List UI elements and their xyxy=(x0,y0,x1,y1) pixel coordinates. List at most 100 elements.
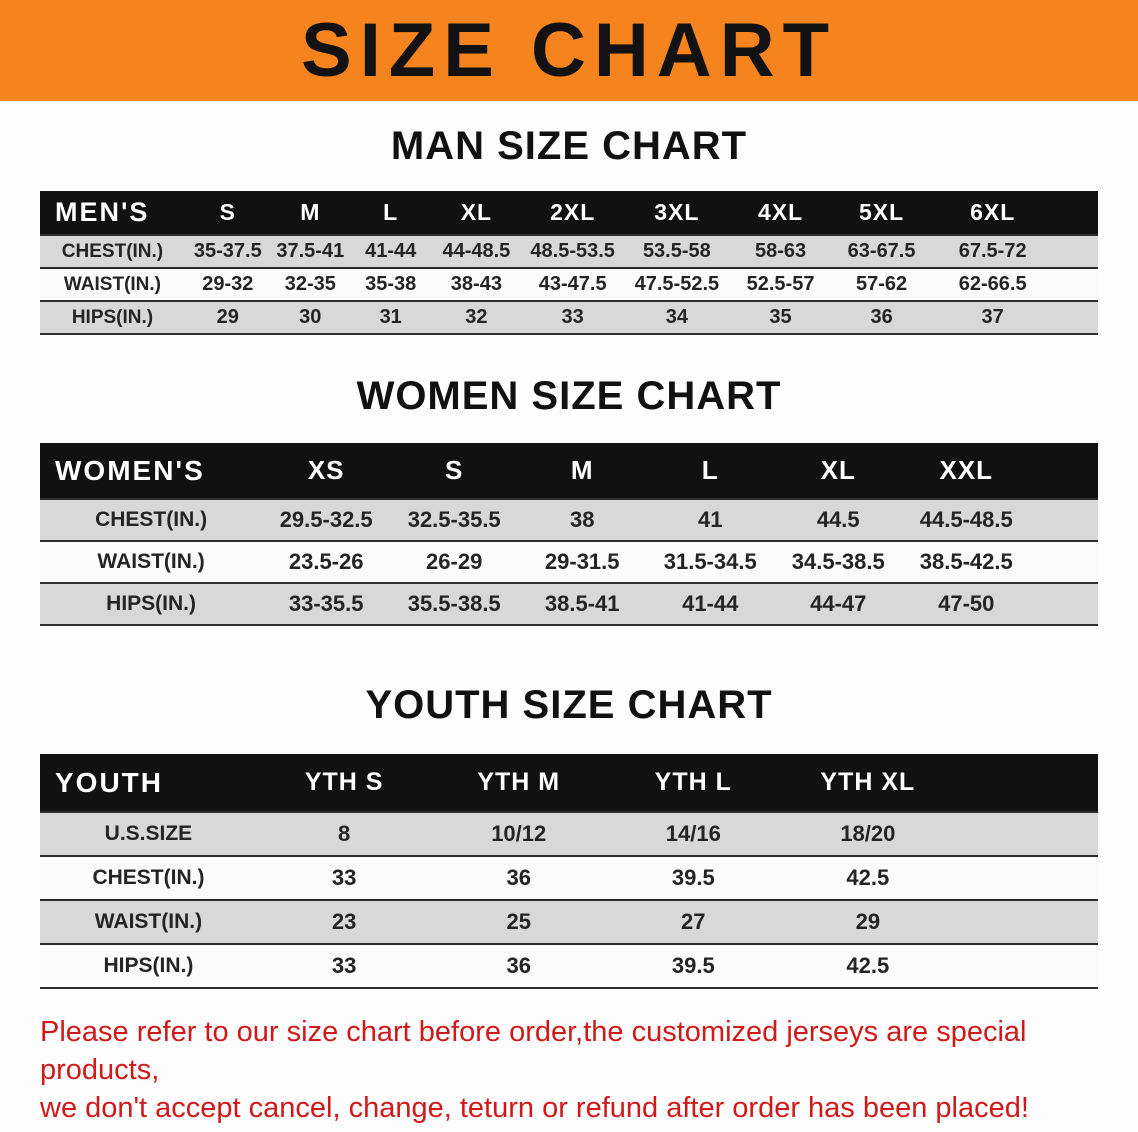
size-header-cell: XXL xyxy=(902,443,1031,499)
value-cell: 29-31.5 xyxy=(518,540,647,583)
size-header-cell: S xyxy=(184,191,271,235)
spacer-cell xyxy=(1030,443,1098,499)
value-cell: 36 xyxy=(831,300,932,334)
row-label-cell: HIPS(IN.) xyxy=(40,582,263,625)
size-header-cell: 2XL xyxy=(521,191,624,235)
value-cell: 39.5 xyxy=(606,855,781,900)
value-cell: 29 xyxy=(184,300,271,334)
table-row: CHEST(IN.) 35-37.5 37.5-41 41-44 44-48.5 48.5… xyxy=(40,234,1098,268)
value-cell: 10/12 xyxy=(431,811,606,856)
table-title-cell: YOUTH xyxy=(40,754,257,812)
size-header-cell: YTH S xyxy=(256,754,432,812)
table-row: WAIST(IN.) 23.5-26 26-29 29-31.5 31.5-34.5 34… xyxy=(40,540,1098,583)
value-cell: 44.5-48.5 xyxy=(902,498,1031,541)
value-cell: 18/20 xyxy=(780,811,956,856)
value-cell: 29.5-32.5 xyxy=(262,498,391,541)
size-header-cell: S xyxy=(390,443,519,499)
value-cell: 29 xyxy=(780,899,956,944)
banner-title: SIZE CHART xyxy=(301,7,837,93)
value-cell: 62-66.5 xyxy=(931,267,1054,301)
value-cell: 35.5-38.5 xyxy=(390,582,519,625)
table-row: CHEST(IN.) 33 36 39.5 42.5 xyxy=(40,855,1098,900)
footer-disclaimer: Please refer to our size chart before or… xyxy=(40,1013,1098,1127)
spacer-cell xyxy=(1030,540,1098,583)
value-cell: 57-62 xyxy=(831,267,932,301)
value-cell: 31.5-34.5 xyxy=(646,540,775,583)
value-cell: 26-29 xyxy=(390,540,519,583)
value-cell: 8 xyxy=(256,811,432,856)
row-label-cell: WAIST(IN.) xyxy=(40,267,185,301)
size-header-cell: L xyxy=(349,191,432,235)
size-header-cell: YTH M xyxy=(431,754,606,812)
footer-line-1: Please refer to our size chart before or… xyxy=(40,1016,1027,1086)
value-cell: 30 xyxy=(270,300,350,334)
value-cell: 47-50 xyxy=(902,582,1031,625)
women-section-heading: WOMEN SIZE CHART xyxy=(356,374,782,418)
spacer-cell xyxy=(955,811,1098,856)
value-cell: 33 xyxy=(521,300,624,334)
size-header-cell: YTH L xyxy=(606,754,781,812)
value-cell: 42.5 xyxy=(780,943,956,988)
value-cell: 32 xyxy=(431,300,522,334)
value-cell: 63-67.5 xyxy=(831,234,932,268)
size-header-cell: XL xyxy=(774,443,903,499)
table-title-cell: WOMEN'S xyxy=(40,443,263,499)
value-cell: 31 xyxy=(349,300,432,334)
table-row: HIPS(IN.) 33-35.5 35.5-38.5 38.5-41 41-44 44-… xyxy=(40,582,1098,625)
header-row: MEN'S S M L XL 2XL 3XL 4XL 5XL 6XL xyxy=(40,191,1098,235)
table-row: HIPS(IN.) 33 36 39.5 42.5 xyxy=(40,943,1098,988)
spacer-cell xyxy=(1053,267,1098,301)
value-cell: 53.5-58 xyxy=(623,234,730,268)
row-label-cell: CHEST(IN.) xyxy=(40,498,263,541)
value-cell: 43-47.5 xyxy=(521,267,624,301)
value-cell: 23 xyxy=(256,899,432,944)
value-cell: 38.5-41 xyxy=(518,582,647,625)
value-cell: 29-32 xyxy=(184,267,271,301)
value-cell: 37.5-41 xyxy=(270,234,350,268)
value-cell: 38.5-42.5 xyxy=(902,540,1031,583)
row-label-cell: WAIST(IN.) xyxy=(40,540,263,583)
man-section-heading: MAN SIZE CHART xyxy=(390,124,748,168)
spacer-cell xyxy=(955,943,1098,988)
value-cell: 44-47 xyxy=(774,582,903,625)
table-row: CHEST(IN.) 29.5-32.5 32.5-35.5 38 41 44.5 44.5… xyxy=(40,498,1098,541)
youth-size-table: YOUTH YTH S YTH M YTH L YTH XL U.S.SIZE 8 10/12… xyxy=(40,754,1098,989)
header-row: WOMEN'S XS S M L XL XXL xyxy=(40,443,1098,499)
table-title-cell: MEN'S xyxy=(40,191,185,235)
value-cell: 58-63 xyxy=(729,234,832,268)
man-size-section: MAN SIZE CHART MEN'S S M L XL 2XL 3XL 4XL 5XL 6XL… xyxy=(0,123,1138,335)
spacer-cell xyxy=(955,754,1098,812)
spacer-cell xyxy=(955,899,1098,944)
table-row: WAIST(IN.) 29-32 32-35 35-38 38-43 43-47.5 47.… xyxy=(40,267,1098,301)
value-cell: 42.5 xyxy=(780,855,956,900)
value-cell: 33-35.5 xyxy=(262,582,391,625)
table-row: U.S.SIZE 8 10/12 14/16 18/20 xyxy=(40,811,1098,856)
row-label-cell: HIPS(IN.) xyxy=(40,943,257,988)
row-label-cell: CHEST(IN.) xyxy=(40,234,185,268)
size-header-cell: M xyxy=(270,191,350,235)
spacer-cell xyxy=(955,855,1098,900)
value-cell: 23.5-26 xyxy=(262,540,391,583)
value-cell: 32.5-35.5 xyxy=(390,498,519,541)
value-cell: 36 xyxy=(431,943,606,988)
value-cell: 44-48.5 xyxy=(431,234,522,268)
women-size-section: WOMEN SIZE CHART WOMEN'S XS S M L XL XXL CHEST(… xyxy=(0,373,1138,626)
youth-section-heading: YOUTH SIZE CHART xyxy=(365,683,773,727)
value-cell: 35-38 xyxy=(349,267,432,301)
size-chart-banner: SIZE CHART xyxy=(0,0,1138,101)
table-row: HIPS(IN.) 29 30 31 32 33 34 35 36 37 xyxy=(40,300,1098,334)
spacer-cell xyxy=(1030,582,1098,625)
value-cell: 25 xyxy=(431,899,606,944)
youth-size-section: YOUTH SIZE CHART YOUTH YTH S YTH M YTH L YTH… xyxy=(0,682,1138,989)
value-cell: 41-44 xyxy=(646,582,775,625)
spacer-cell xyxy=(1053,300,1098,334)
value-cell: 44.5 xyxy=(774,498,903,541)
value-cell: 35-37.5 xyxy=(184,234,271,268)
size-header-cell: 3XL xyxy=(623,191,730,235)
mens-size-table: MEN'S S M L XL 2XL 3XL 4XL 5XL 6XL CHEST(IN.) 35-37… xyxy=(40,191,1098,335)
spacer-cell xyxy=(1053,191,1098,235)
footer-line-2: we don't accept cancel, change, teturn o… xyxy=(40,1092,1029,1124)
size-header-cell: L xyxy=(646,443,775,499)
size-header-cell: YTH XL xyxy=(780,754,956,812)
row-label-cell: CHEST(IN.) xyxy=(40,855,257,900)
